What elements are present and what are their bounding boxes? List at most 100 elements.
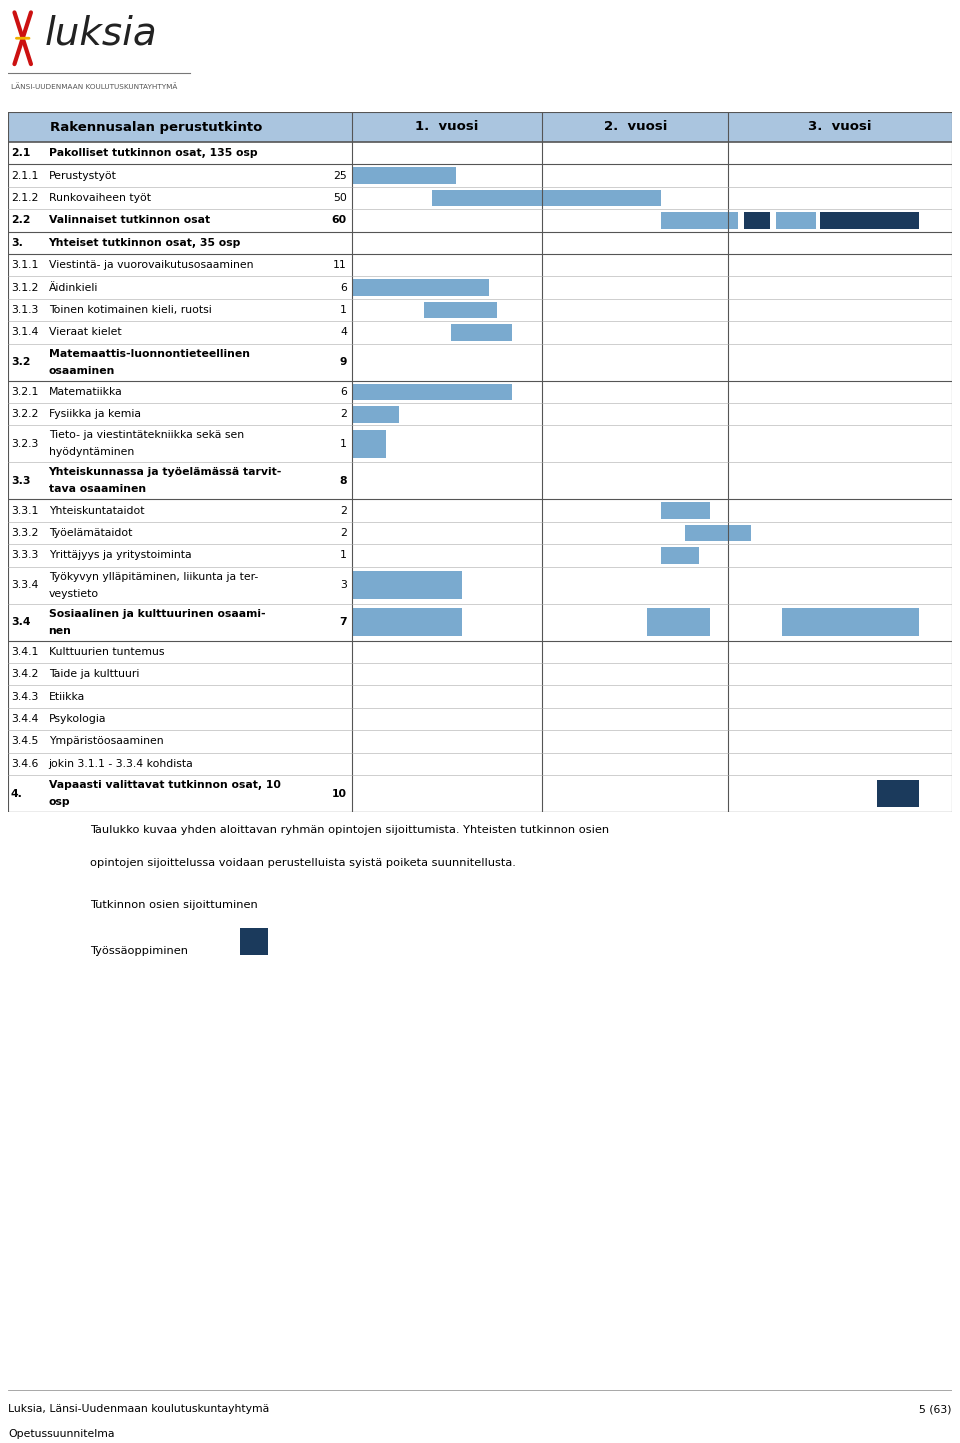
Text: 9: 9 xyxy=(340,358,347,367)
Text: 6: 6 xyxy=(340,283,347,293)
Text: nen: nen xyxy=(49,626,71,635)
Text: 1: 1 xyxy=(340,439,347,449)
Text: 7: 7 xyxy=(339,618,347,628)
Bar xyxy=(820,212,919,229)
Text: hyödyntäminen: hyödyntäminen xyxy=(49,447,133,457)
Text: opintojen sijoittelussa voidaan perustelluista syistä poiketa suunnitellusta.: opintojen sijoittelussa voidaan perustel… xyxy=(90,859,516,869)
Text: 3.3.3: 3.3.3 xyxy=(11,550,38,560)
Bar xyxy=(351,384,512,400)
Text: 3.4: 3.4 xyxy=(11,618,31,628)
Text: Psykologia: Psykologia xyxy=(49,714,107,724)
Text: 3.2.2: 3.2.2 xyxy=(11,410,38,420)
Text: Matematiikka: Matematiikka xyxy=(49,387,122,397)
Text: 4.: 4. xyxy=(11,788,23,798)
Text: 3.: 3. xyxy=(11,238,23,248)
Text: Valinnaiset tutkinnon osat: Valinnaiset tutkinnon osat xyxy=(49,215,209,225)
Text: 3.2.1: 3.2.1 xyxy=(11,387,38,397)
Bar xyxy=(776,212,816,229)
Text: Taide ja kulttuuri: Taide ja kulttuuri xyxy=(49,670,139,680)
Text: Yhteiskuntataidot: Yhteiskuntataidot xyxy=(49,505,144,515)
Text: Taulukko kuvaa yhden aloittavan ryhmän opintojen sijoittumista. Yhteisten tutkin: Taulukko kuvaa yhden aloittavan ryhmän o… xyxy=(90,825,610,835)
Text: jokin 3.1.1 - 3.3.4 kohdista: jokin 3.1.1 - 3.3.4 kohdista xyxy=(49,759,193,769)
Bar xyxy=(424,302,496,319)
Text: 3.  vuosi: 3. vuosi xyxy=(808,121,872,134)
Bar xyxy=(685,525,751,541)
Text: 4: 4 xyxy=(340,328,347,338)
Bar xyxy=(351,609,462,636)
Text: osp: osp xyxy=(49,797,70,807)
Text: 8: 8 xyxy=(340,476,347,486)
Text: Etiikka: Etiikka xyxy=(49,691,84,701)
Text: 3.4.6: 3.4.6 xyxy=(11,759,38,769)
Text: 2.2: 2.2 xyxy=(11,215,31,225)
Bar xyxy=(647,609,710,636)
Text: 3.3.1: 3.3.1 xyxy=(11,505,38,515)
Text: 3.4.5: 3.4.5 xyxy=(11,736,38,746)
Text: Työelämätaidot: Työelämätaidot xyxy=(49,528,132,538)
Text: Vieraat kielet: Vieraat kielet xyxy=(49,328,121,338)
Text: 2: 2 xyxy=(340,528,347,538)
Text: Sosiaalinen ja kulttuurinen osaami-: Sosiaalinen ja kulttuurinen osaami- xyxy=(49,609,265,619)
Text: 2.1.2: 2.1.2 xyxy=(11,193,38,203)
Text: 2: 2 xyxy=(340,410,347,420)
Text: 25: 25 xyxy=(333,170,347,180)
Text: Luksia, Länsi-Uudenmaan koulutuskuntayhtymä: Luksia, Länsi-Uudenmaan koulutuskuntayht… xyxy=(8,1404,269,1414)
Text: Kulttuurien tuntemus: Kulttuurien tuntemus xyxy=(49,646,164,657)
Text: 3.4.3: 3.4.3 xyxy=(11,691,38,701)
Text: 11: 11 xyxy=(333,260,347,270)
Bar xyxy=(660,212,738,229)
Text: Tieto- ja viestintätekniikka sekä sen: Tieto- ja viestintätekniikka sekä sen xyxy=(49,430,244,440)
Text: Yhteiskunnassa ja työelämässä tarvit-: Yhteiskunnassa ja työelämässä tarvit- xyxy=(49,468,282,478)
Text: osaaminen: osaaminen xyxy=(49,365,115,375)
Text: 3.3.2: 3.3.2 xyxy=(11,528,38,538)
Text: Ympäristöosaaminen: Ympäristöosaaminen xyxy=(49,736,163,746)
Text: Vapaasti valittavat tutkinnon osat, 10: Vapaasti valittavat tutkinnon osat, 10 xyxy=(49,781,280,789)
Text: Työssäoppiminen: Työssäoppiminen xyxy=(90,945,188,955)
Text: 3.1.2: 3.1.2 xyxy=(11,283,38,293)
Text: 1.  vuosi: 1. vuosi xyxy=(416,121,479,134)
Text: 3: 3 xyxy=(340,580,347,590)
Text: 2.1: 2.1 xyxy=(11,149,30,159)
Bar xyxy=(351,430,386,457)
Bar xyxy=(660,547,699,564)
Bar xyxy=(351,571,462,599)
Text: 3.3.4: 3.3.4 xyxy=(11,580,38,590)
Text: 60: 60 xyxy=(332,215,347,225)
Text: 3.4.4: 3.4.4 xyxy=(11,714,38,724)
Bar xyxy=(8,113,952,141)
Text: Työkyvyn ylläpitäminen, liikunta ja ter-: Työkyvyn ylläpitäminen, liikunta ja ter- xyxy=(49,571,258,582)
Text: veystieto: veystieto xyxy=(49,589,99,599)
Text: 2.  vuosi: 2. vuosi xyxy=(604,121,667,134)
Bar xyxy=(660,502,710,519)
Text: 3.1.3: 3.1.3 xyxy=(11,304,38,315)
Text: 3.2: 3.2 xyxy=(11,358,31,367)
Text: Toinen kotimainen kieli, ruotsi: Toinen kotimainen kieli, ruotsi xyxy=(49,304,211,315)
Text: Matemaattis-luonnontieteellinen: Matemaattis-luonnontieteellinen xyxy=(49,349,250,359)
Text: Viestintä- ja vuorovaikutusosaaminen: Viestintä- ja vuorovaikutusosaaminen xyxy=(49,260,253,270)
Text: Opetussuunnitelma: Opetussuunnitelma xyxy=(8,1429,114,1439)
Text: Äidinkieli: Äidinkieli xyxy=(49,283,98,293)
Text: 6: 6 xyxy=(340,387,347,397)
Text: Fysiikka ja kemia: Fysiikka ja kemia xyxy=(49,410,140,420)
Text: Yhteiset tutkinnon osat, 35 osp: Yhteiset tutkinnon osat, 35 osp xyxy=(49,238,241,248)
Bar xyxy=(451,325,512,341)
Bar xyxy=(744,212,770,229)
Text: 2: 2 xyxy=(340,505,347,515)
Text: 1: 1 xyxy=(340,550,347,560)
Bar xyxy=(432,189,660,206)
Text: 3.2.3: 3.2.3 xyxy=(11,439,38,449)
Text: 3.1.4: 3.1.4 xyxy=(11,328,38,338)
Text: Rakennusalan perustutkinto: Rakennusalan perustutkinto xyxy=(50,121,262,134)
Text: 2.1.1: 2.1.1 xyxy=(11,170,38,180)
Text: 3.1.1: 3.1.1 xyxy=(11,260,38,270)
Text: Tutkinnon osien sijoittuminen: Tutkinnon osien sijoittuminen xyxy=(90,900,257,911)
Text: 1: 1 xyxy=(340,304,347,315)
Bar xyxy=(877,779,919,807)
Text: 3.4.1: 3.4.1 xyxy=(11,646,38,657)
Text: LÄNSI-UUDENMAAN KOULUTUSKUNTAYHTYMÄ: LÄNSI-UUDENMAAN KOULUTUSKUNTAYHTYMÄ xyxy=(11,82,178,89)
Text: 10: 10 xyxy=(332,788,347,798)
Text: 50: 50 xyxy=(333,193,347,203)
Text: Pakolliset tutkinnon osat, 135 osp: Pakolliset tutkinnon osat, 135 osp xyxy=(49,149,257,159)
Bar xyxy=(781,609,919,636)
Text: 5 (63): 5 (63) xyxy=(920,1404,952,1414)
